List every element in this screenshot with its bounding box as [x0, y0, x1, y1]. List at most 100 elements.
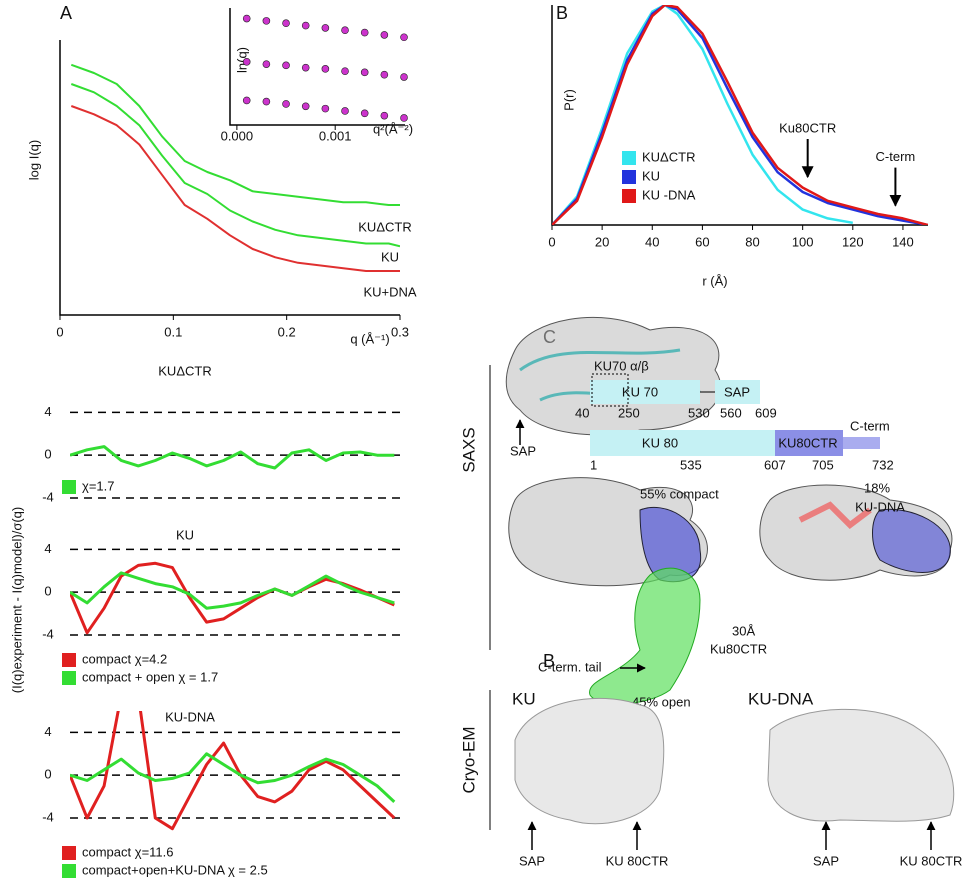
- legend-swatch: [62, 653, 76, 667]
- legend-swatch: [62, 480, 76, 494]
- domain-box: [590, 430, 780, 456]
- series-line: [552, 5, 928, 225]
- x-tick-label: 60: [695, 234, 709, 249]
- label: SAP: [813, 853, 839, 868]
- label: 18%: [864, 480, 890, 495]
- label: 1: [590, 457, 597, 472]
- x-tick-label: 100: [792, 234, 814, 249]
- ctr-open: [589, 567, 701, 705]
- point: [242, 96, 251, 105]
- series-line: [70, 752, 396, 803]
- domain-box: [775, 430, 843, 456]
- x-tick-label: 0.3: [391, 324, 409, 339]
- domain-box: [843, 437, 880, 449]
- label: 705: [812, 457, 834, 472]
- panel-letter: B: [543, 651, 555, 671]
- series-line: [70, 63, 400, 206]
- section-label: Cryo-EM: [459, 726, 478, 793]
- label: C-term: [850, 418, 890, 433]
- point: [400, 114, 408, 122]
- legend-swatch: [62, 864, 76, 878]
- chart-title: KU: [176, 527, 194, 542]
- x-axis-label: r (Å): [702, 273, 727, 288]
- chart: -4 0 4 KU compact χ=4.2 compact + open χ = 1.…: [42, 527, 400, 685]
- point: [341, 26, 349, 35]
- label: 30Å: [732, 623, 755, 638]
- legend-label: KU -DNA: [642, 187, 696, 202]
- ctr-dna: [872, 508, 951, 573]
- chart: 0.000 0.001 q²(Å⁻²) ln(q): [221, 8, 413, 143]
- legend-label: KU: [642, 168, 660, 183]
- label: KU-DNA: [855, 499, 905, 514]
- point: [301, 102, 310, 111]
- label: SAP: [510, 443, 536, 458]
- series-line: [552, 5, 928, 225]
- label: KU80CTR: [778, 435, 837, 450]
- series-label: KU+DNA: [363, 284, 416, 299]
- y-tick-label: 0: [44, 447, 51, 462]
- x-tick-label: 0.001: [319, 128, 352, 143]
- series-label: KU: [381, 249, 399, 264]
- y-axis-label: log I(q): [26, 140, 41, 180]
- legend-label: KUΔCTR: [642, 149, 695, 164]
- label: C-term. tail: [538, 659, 602, 674]
- domain-box: [591, 373, 629, 407]
- y-tick-label: -4: [42, 626, 54, 641]
- label: 530: [688, 405, 710, 420]
- point: [380, 111, 389, 120]
- saxs-models: SAXS SAP KU70 α/β KU 70 SAP 40 250 530 5…: [459, 316, 953, 709]
- y-axis-label: P(r): [561, 89, 576, 111]
- em-map: [514, 697, 665, 825]
- legend-swatch: [62, 846, 76, 860]
- series-label: KUΔCTR: [358, 219, 411, 234]
- legend-swatch: [622, 151, 636, 165]
- y-tick-label: -4: [42, 809, 54, 824]
- x-tick-label: 0.1: [164, 324, 182, 339]
- series-line: [70, 105, 400, 272]
- point: [262, 97, 271, 106]
- x-tick-label: 0: [548, 234, 555, 249]
- chart: 0 20 40 60 80 100 120 140 r (Å) P(r) KUΔCTR KU KU -D…: [548, 5, 928, 288]
- label: KU 80CTR: [606, 853, 669, 868]
- x-tick-label: 80: [745, 234, 759, 249]
- point: [341, 107, 349, 115]
- y-tick-label: 0: [44, 767, 51, 782]
- chart: -4 0 4 KU-DNA compact χ=11.6 compact+open+KU-…: [42, 709, 400, 878]
- point: [301, 21, 310, 30]
- label: 535: [680, 457, 702, 472]
- point: [321, 24, 330, 32]
- x-tick-label: 140: [892, 234, 914, 249]
- point: [282, 19, 290, 28]
- point: [341, 67, 349, 75]
- x-tick-label: 0: [56, 324, 63, 339]
- legend-swatch: [622, 189, 636, 203]
- series-line: [552, 5, 854, 225]
- label: KU-DNA: [748, 689, 814, 708]
- label: KU 80CTR: [900, 853, 963, 868]
- x-tick-label: 0.2: [278, 324, 296, 339]
- point: [321, 104, 330, 113]
- series-line: [70, 445, 395, 470]
- domain-box: [590, 380, 700, 404]
- y-tick-label: 4: [44, 724, 51, 739]
- label: KU: [512, 689, 536, 708]
- legend-label: compact+open+KU-DNA χ = 2.5: [82, 862, 268, 877]
- point: [242, 58, 251, 66]
- label: 732: [872, 457, 894, 472]
- series-line: [70, 571, 395, 610]
- point: [360, 68, 369, 77]
- point: [400, 33, 408, 42]
- legend-label: compact χ=11.6: [82, 844, 174, 859]
- panel-letter: B: [556, 3, 568, 23]
- annotation: Ku80CTR: [779, 120, 836, 135]
- y-tick-label: 4: [44, 541, 51, 556]
- point: [380, 31, 389, 39]
- label: 45% open: [632, 694, 691, 709]
- series-line: [70, 83, 400, 248]
- point: [262, 17, 271, 25]
- annotation: C-term: [876, 149, 916, 164]
- label: 609: [755, 405, 777, 420]
- label: 607: [764, 457, 786, 472]
- y-axis-label: ln(q): [234, 47, 249, 73]
